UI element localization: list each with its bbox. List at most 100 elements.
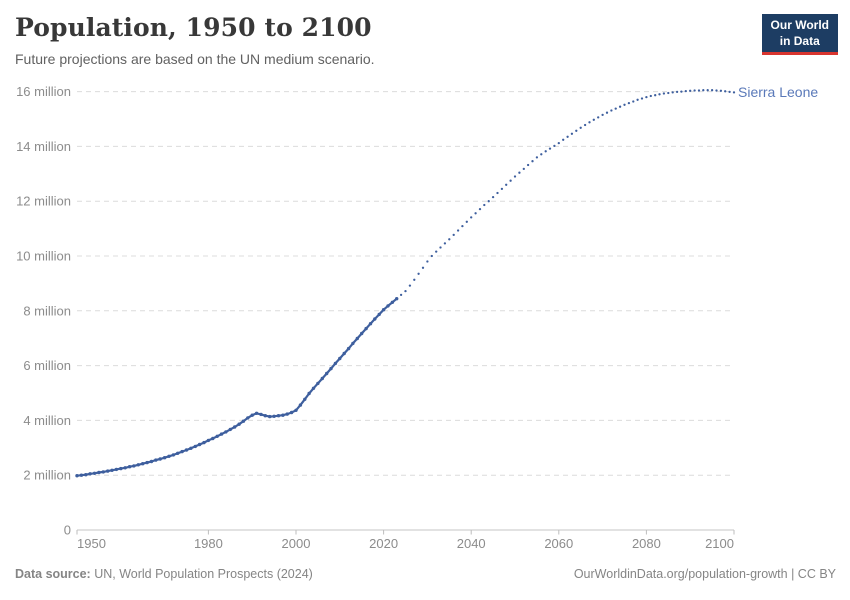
projection-point	[575, 129, 578, 132]
historical-point	[346, 346, 351, 351]
historical-point	[355, 336, 359, 341]
data-source-text: UN, World Population Prospects (2024)	[90, 567, 313, 581]
projection-point	[448, 238, 451, 241]
page-title: Population, 1950 to 2100	[15, 13, 372, 42]
projection-point	[557, 141, 560, 145]
population-line-chart[interactable]: 0 2 million 4 million 6 million 8 million 10 …	[0, 0, 850, 560]
projection-point	[399, 293, 403, 297]
projection-point	[627, 101, 631, 105]
projection-point	[706, 89, 709, 92]
projection-point	[697, 89, 701, 92]
projection-point	[430, 254, 433, 258]
projection-point	[605, 111, 609, 114]
y-tick-label: 16 million	[16, 84, 71, 99]
historical-point	[184, 448, 189, 452]
y-tick-label: 14 million	[16, 139, 71, 154]
projection-point	[509, 179, 512, 182]
projection-point	[456, 229, 460, 232]
historical-point	[189, 446, 193, 450]
projection-point	[732, 91, 736, 94]
projection-point	[702, 89, 705, 92]
projection-point	[684, 89, 687, 93]
historical-point	[233, 425, 237, 429]
projection-point	[505, 183, 508, 186]
historical-point	[97, 470, 101, 475]
x-tick-label: 2060	[544, 536, 573, 551]
historical-point	[110, 468, 114, 472]
historical-point	[92, 471, 97, 475]
projection-point	[461, 224, 464, 228]
projection-point	[715, 89, 718, 92]
historical-point	[202, 440, 206, 445]
data-source-note: Data source: UN, World Population Prospe…	[15, 567, 313, 581]
historical-point	[149, 459, 154, 464]
projection-point	[649, 94, 652, 98]
projection-point	[421, 266, 425, 269]
y-tick-label: 8 million	[23, 303, 71, 318]
historical-point	[127, 465, 132, 469]
historical-point	[75, 474, 79, 478]
historical-point	[373, 317, 377, 321]
historical-point	[360, 331, 364, 336]
x-tick-label: 1950	[77, 536, 106, 551]
projection-point	[404, 289, 407, 293]
chart-header: Population, 1950 to 2100 Future projecti…	[15, 13, 838, 68]
projection-point	[662, 92, 666, 95]
historical-point	[364, 326, 368, 331]
historical-point	[101, 470, 106, 474]
projection-point	[443, 242, 447, 245]
projection-point	[426, 260, 429, 263]
historical-point	[197, 442, 202, 447]
historical-point	[276, 414, 281, 418]
historical-point	[281, 413, 285, 417]
historical-point	[381, 308, 386, 312]
historical-point	[254, 411, 259, 415]
historical-point	[162, 456, 167, 460]
projection-point	[675, 90, 679, 94]
historical-point	[268, 414, 272, 419]
projection-point	[526, 163, 530, 167]
projection-point	[588, 121, 591, 124]
projection-point	[710, 89, 714, 92]
historical-point	[123, 466, 127, 470]
historical-point	[311, 386, 316, 390]
projection-point	[579, 126, 582, 129]
x-tick-label: 2020	[369, 536, 398, 551]
historical-point	[338, 356, 342, 361]
y-tick-label: 10 million	[16, 249, 71, 264]
license-note[interactable]: OurWorldinData.org/population-growth | C…	[573, 567, 836, 581]
historical-point	[180, 449, 184, 454]
projection-point	[496, 191, 499, 195]
y-tick-label: 4 million	[23, 413, 71, 428]
projection-point	[522, 167, 525, 171]
historical-point	[211, 436, 215, 441]
historical-point	[395, 297, 399, 301]
projection-point	[610, 109, 613, 112]
historical-point	[228, 427, 232, 432]
historical-point	[342, 351, 346, 356]
projection-point	[592, 118, 595, 121]
historical-point	[119, 466, 123, 471]
projection-point	[680, 90, 683, 93]
projection-point	[535, 156, 539, 159]
owid-logo[interactable]: Our World in Data	[761, 14, 838, 56]
projection-point	[513, 175, 517, 178]
historical-point	[368, 322, 373, 326]
projection-point	[500, 187, 504, 191]
historical-point	[377, 312, 381, 317]
historical-point	[206, 438, 211, 443]
historical-point	[316, 381, 320, 386]
chart-area: 0 2 million 4 million 6 million 8 million 10 …	[0, 0, 850, 560]
projection-point	[671, 91, 674, 94]
projection-point	[413, 278, 416, 281]
y-tick-label: 6 million	[23, 358, 71, 373]
historical-point	[237, 422, 241, 426]
projection-point	[632, 100, 635, 103]
historical-point	[241, 419, 246, 423]
series-label-sierra-leone[interactable]: Sierra Leone	[738, 84, 819, 101]
historical-point	[325, 371, 329, 376]
historical-point	[307, 391, 311, 396]
projection-point	[601, 113, 604, 117]
historical-point	[154, 458, 158, 462]
owid-logo-line2: in Data	[779, 33, 820, 48]
